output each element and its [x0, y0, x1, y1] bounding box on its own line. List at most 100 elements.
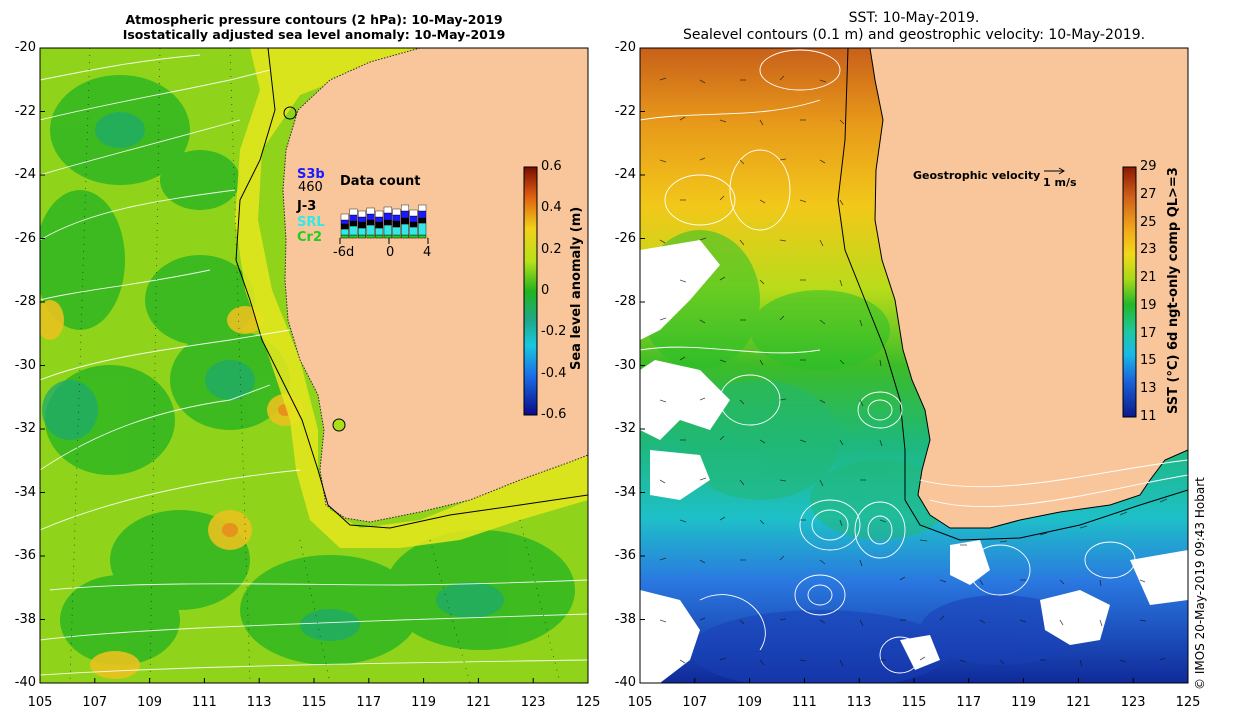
- inset-bar-8-2: [409, 226, 418, 236]
- velocity-legend-label: Geostrophic velocity: [913, 169, 1041, 182]
- inset-bar-9-0: [418, 210, 427, 219]
- inset-bar-0-0: [340, 219, 349, 225]
- sst-cbtick-3: 23: [1140, 242, 1157, 258]
- inset-bar-4-3: [375, 234, 384, 239]
- inset-bar-7-3: [401, 234, 410, 239]
- inset-bar-6-0: [392, 214, 401, 222]
- mission-srl-label: SRL: [297, 215, 325, 230]
- right-xtick-3: 111: [791, 695, 817, 710]
- inset-bar-gap-9: [418, 204, 427, 212]
- right-ytick-3: -26: [614, 230, 636, 246]
- velocity-scale-label: 1 m/s: [1043, 176, 1077, 189]
- inset-xtick-1: 0: [386, 245, 395, 260]
- left-xtick-1: 107: [82, 695, 108, 710]
- sla-cbtick-0: 0.6: [541, 159, 562, 174]
- inset-bar-3-0: [366, 213, 375, 221]
- inset-bar-4-2: [375, 227, 384, 236]
- velocity-scale-arrow: [1044, 167, 1065, 175]
- sla-colorbar-label: Sea level anomaly (m): [569, 206, 584, 370]
- inset-bar-5-3: [383, 234, 392, 239]
- right-ytick-10: -40: [614, 675, 636, 690]
- right-title-line1: SST: 10-May-2019.: [848, 10, 980, 26]
- left-xtick-6: 117: [356, 695, 382, 710]
- inset-bar-gap-4: [375, 210, 384, 218]
- left-xtick-10: 125: [575, 695, 601, 710]
- left-xtick-5: 115: [301, 695, 327, 710]
- left-title-line1: Atmospheric pressure contours (2 hPa): 1…: [125, 12, 503, 27]
- right-xtick-4: 113: [846, 695, 872, 710]
- sst-cbtick-6: 17: [1140, 325, 1157, 341]
- left-ytick-3: -26: [14, 230, 36, 246]
- inset-bar-2-1: [358, 221, 367, 229]
- credit-label: © IMOS 20-May-2019 09:43 Hobart: [1193, 477, 1207, 690]
- sst-map: [640, 48, 1188, 683]
- inset-bar-gap-2: [358, 210, 367, 218]
- inset-bar-3-3: [366, 234, 375, 239]
- left-ytick-5: -30: [14, 357, 36, 373]
- inset-bar-2-3: [358, 234, 367, 239]
- velocity-arrows: [659, 75, 1168, 667]
- inset-bar-1-1: [349, 220, 358, 227]
- inset-xtick-2: 4: [423, 245, 432, 260]
- right-xtick-10: 125: [1175, 695, 1201, 710]
- right-xtick-8: 121: [1065, 695, 1091, 710]
- right-xtick-6: 117: [956, 695, 982, 710]
- sla-cbtick-1: 0.4: [541, 200, 562, 216]
- inset-bar-gap-7: [401, 204, 410, 212]
- right-xtick-0: 105: [627, 695, 653, 710]
- inset-title: Data count: [340, 174, 421, 189]
- inset-bar-8-3: [409, 234, 418, 239]
- sst-colorbar: [1122, 166, 1137, 418]
- inset-bar-4-1: [375, 221, 384, 229]
- left-xtick-8: 121: [465, 695, 491, 710]
- inset-bar-6-3: [392, 234, 401, 239]
- inset-bar-6-2: [392, 226, 401, 236]
- left-xtick-0: 105: [27, 695, 53, 710]
- sst-cbtick-2: 25: [1140, 214, 1157, 230]
- right-ytick-0: -20: [614, 40, 636, 55]
- right-ytick-6: -32: [614, 421, 636, 436]
- left-ytick-4: -28: [14, 294, 36, 309]
- sla-cbtick-4: -0.2: [541, 324, 567, 340]
- left-xtick-2: 109: [137, 695, 162, 710]
- inset-bar-0-1: [340, 223, 349, 230]
- inset-bar-gap-3: [366, 207, 375, 215]
- left-ytick-9: -38: [14, 611, 36, 627]
- inset-bar-2-0: [358, 216, 367, 223]
- inset-bar-gap-6: [392, 208, 401, 216]
- inset-bar-0-2: [340, 228, 349, 236]
- sst-cbtick-1: 27: [1140, 186, 1157, 202]
- sst-cbtick-9: 11: [1140, 409, 1157, 424]
- right-ytick-2: -24: [614, 167, 636, 182]
- sst-cbtick-8: 13: [1140, 381, 1157, 397]
- inset-bar-3-2: [366, 224, 375, 236]
- right-xtick-9: 123: [1120, 695, 1146, 710]
- right-ytick-4: -28: [614, 294, 636, 309]
- inset-bar-gap-1: [349, 208, 358, 216]
- left-ytick-2: -24: [14, 167, 36, 182]
- sla-cbtick-5: -0.4: [541, 365, 567, 381]
- inset-bar-7-1: [401, 217, 410, 225]
- left-title-line2: Isostatically adjusted sea level anomaly…: [122, 27, 506, 42]
- right-xtick-2: 109: [737, 695, 762, 710]
- inset-bar-5-1: [383, 219, 392, 226]
- sla-cbtick-6: -0.6: [541, 407, 567, 422]
- right-ytick-8: -36: [614, 548, 636, 563]
- inset-bar-1-2: [349, 225, 358, 236]
- sla-map: [40, 48, 588, 683]
- inset-bar-9-3: [418, 234, 427, 239]
- left-ytick-10: -40: [14, 675, 36, 690]
- sst-cbtick-5: 19: [1140, 297, 1157, 313]
- left-xtick-3: 111: [191, 695, 217, 710]
- right-ytick-5: -30: [614, 357, 636, 373]
- count-label: 460: [298, 180, 323, 195]
- left-ytick-6: -32: [14, 421, 36, 436]
- sla-colorbar: [523, 166, 538, 416]
- inset-bar-2-2: [358, 227, 367, 236]
- inset-bar-gap-8: [409, 209, 418, 217]
- left-ytick-0: -20: [14, 40, 36, 55]
- inset-bar-6-1: [392, 220, 401, 228]
- right-xtick-1: 107: [682, 695, 708, 710]
- data-count-inset: [339, 204, 429, 244]
